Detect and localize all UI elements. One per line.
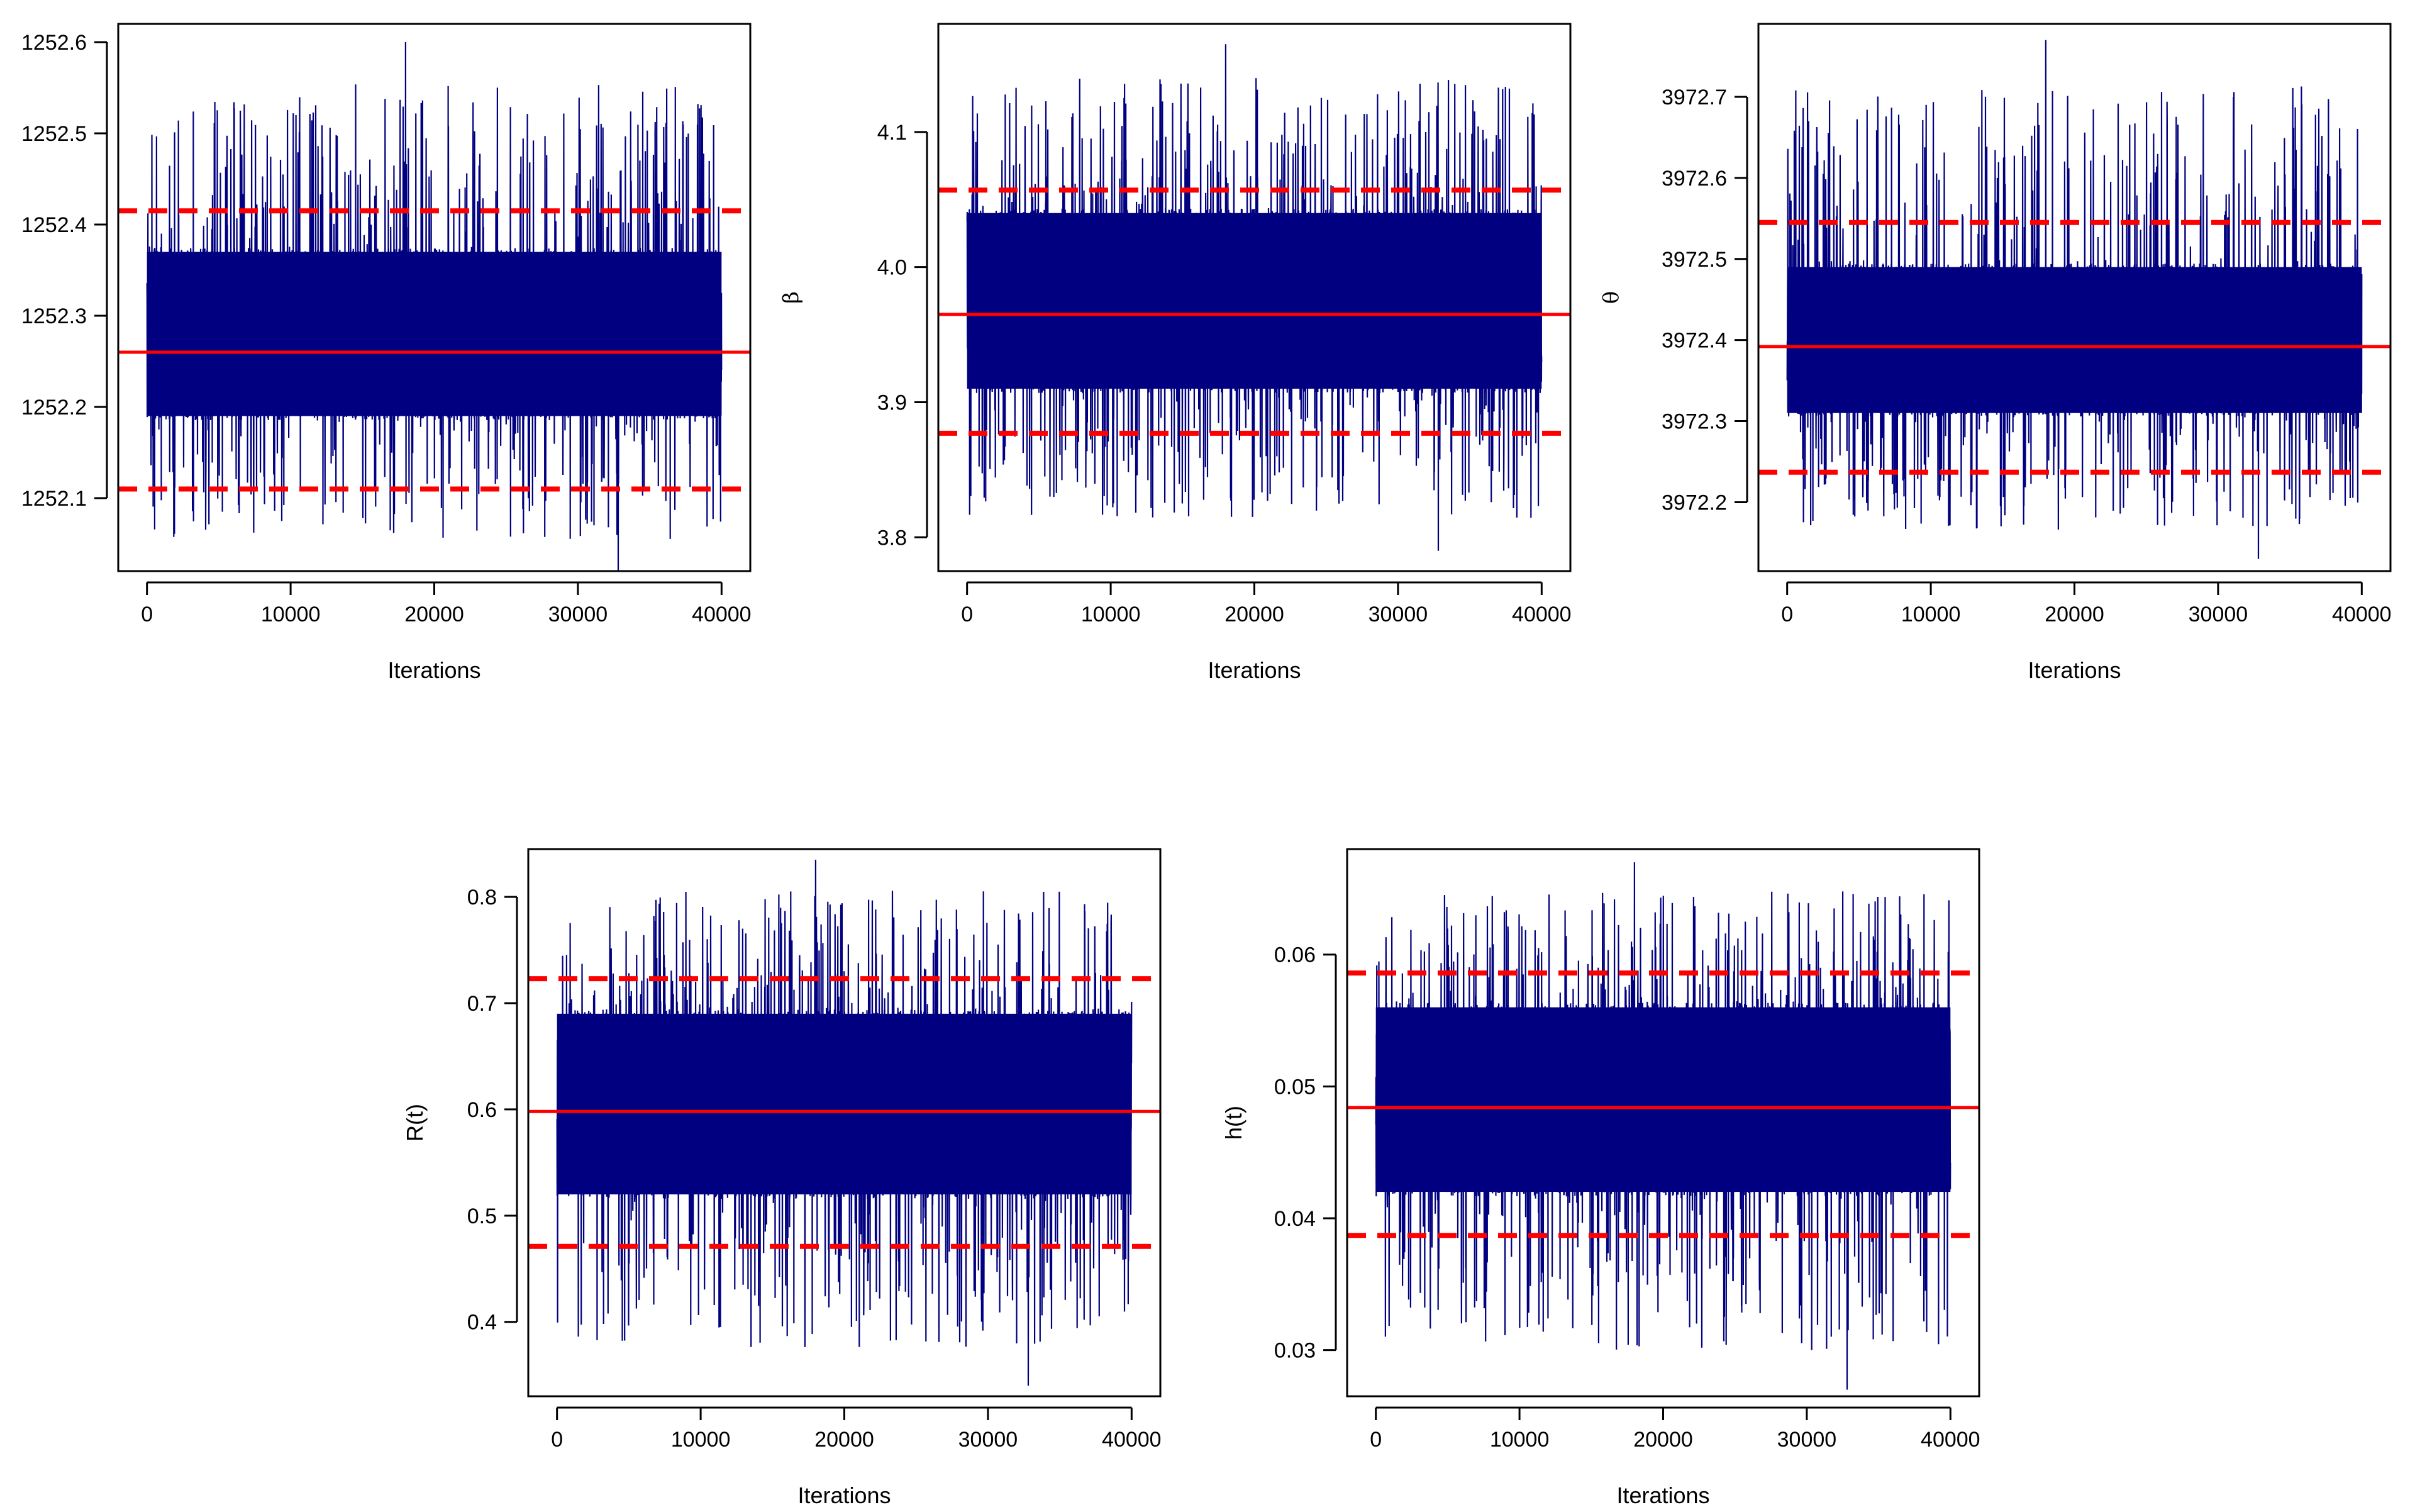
theta-trace-y-tick-label: 3972.7	[1662, 86, 1727, 109]
beta-trace-x-tick-label: 40000	[1512, 603, 1572, 626]
hazard-trace-x-tick-label: 30000	[1777, 1428, 1837, 1452]
hazard-trace-x-axis-label: Iterations	[1616, 1482, 1709, 1508]
theta-trace-panel: 0 10000 20000 30000 40000 Iterations 3972.2 397…	[1599, 23, 2392, 683]
theta-trace-y-tick-label: 3972.5	[1662, 248, 1727, 272]
reliability-trace-x-tick-label: 30000	[958, 1428, 1018, 1452]
alpha-trace-frame	[117, 23, 752, 572]
theta-trace-trace-line	[1786, 40, 2363, 559]
theta-trace-y-tick-label: 3972.3	[1662, 410, 1727, 434]
theta-trace-x-tick-label: 20000	[2045, 603, 2104, 626]
beta-trace-y-axis-label: β	[779, 291, 804, 304]
reliability-trace-panel: 0 10000 20000 30000 40000 Iterations 0.4 0.5 0.6…	[402, 848, 1162, 1508]
hazard-trace-frame	[1346, 848, 1980, 1398]
beta-trace-x-tick-label: 30000	[1368, 603, 1428, 626]
beta-trace-frame	[937, 23, 1572, 572]
reliability-trace-y-tick-label: 0.4	[467, 1311, 497, 1335]
beta-trace-panel: 0 10000 20000 30000 40000 Iterations 3.8 3.9 4.0…	[779, 23, 1572, 683]
hazard-trace-y-tick-label: 0.05	[1274, 1075, 1316, 1099]
reliability-trace-y-axis-label: R(t)	[402, 1104, 428, 1142]
alpha-trace-trace-line	[146, 42, 723, 571]
hazard-trace-x-tick-label: 10000	[1490, 1428, 1550, 1452]
alpha-trace-x-axis-label: Iterations	[387, 657, 480, 683]
hazard-trace-x-tick-label: 40000	[1921, 1428, 1980, 1452]
hazard-trace-y-axis-label: h(t)	[1221, 1106, 1246, 1140]
alpha-trace-x-tick-label: 40000	[692, 603, 752, 626]
reliability-trace-y-tick-label: 0.8	[467, 886, 497, 909]
hazard-trace-x-tick-label: 20000	[1633, 1428, 1693, 1452]
theta-trace-y-tick-label: 3972.4	[1662, 329, 1727, 353]
alpha-trace-panel: 0 10000 20000 30000 40000 Iterations 1252.1 125…	[21, 23, 752, 683]
alpha-trace-y-tick-label: 1252.1	[21, 487, 87, 511]
beta-trace-x-axis-label: Iterations	[1208, 657, 1301, 683]
theta-trace-x-axis-label: Iterations	[2028, 657, 2121, 683]
reliability-trace-x-tick-label: 20000	[814, 1428, 874, 1452]
reliability-trace-frame	[527, 848, 1162, 1398]
alpha-trace-x-tick-label: 30000	[548, 603, 608, 626]
beta-trace-y-tick-label: 3.9	[877, 391, 907, 414]
alpha-trace-y-tick-label: 1252.2	[21, 396, 87, 420]
theta-trace-frame	[1757, 23, 2392, 572]
theta-trace-x-tick-label: 30000	[2189, 603, 2248, 626]
alpha-trace-x-tick-label: 20000	[404, 603, 464, 626]
theta-trace-x-tick-label: 0	[1781, 603, 1793, 626]
hazard-trace-trace-line	[1375, 862, 1951, 1390]
alpha-trace-x-tick-label: 10000	[261, 603, 321, 626]
alpha-trace-y-tick-label: 1252.6	[21, 31, 87, 55]
beta-trace-x-tick-label: 0	[961, 603, 973, 626]
hazard-trace-y-tick-label: 0.06	[1274, 943, 1316, 967]
beta-trace-y-tick-label: 3.8	[877, 526, 907, 550]
hazard-trace-y-tick-label: 0.04	[1274, 1207, 1316, 1231]
beta-trace-y-tick-label: 4.0	[877, 256, 907, 280]
beta-trace-x-tick-label: 20000	[1224, 603, 1284, 626]
reliability-trace-y-tick-label: 0.5	[467, 1204, 497, 1228]
reliability-trace-x-axis-label: Iterations	[797, 1482, 891, 1508]
beta-trace-trace-line	[966, 44, 1543, 551]
alpha-trace-x-tick-label: 0	[141, 603, 153, 626]
reliability-trace-x-tick-label: 10000	[671, 1428, 731, 1452]
reliability-trace-x-tick-label: 40000	[1102, 1428, 1162, 1452]
reliability-trace-x-tick-label: 0	[551, 1428, 563, 1452]
beta-trace-y-tick-label: 4.1	[877, 121, 907, 145]
theta-trace-y-tick-label: 3972.2	[1662, 491, 1727, 514]
alpha-trace-y-tick-label: 1252.5	[21, 122, 87, 146]
alpha-trace-y-tick-label: 1252.3	[21, 304, 87, 328]
reliability-trace-y-tick-label: 0.6	[467, 1098, 497, 1122]
alpha-trace-y-tick-label: 1252.4	[21, 213, 87, 237]
theta-trace-y-axis-label: θ	[1599, 291, 1624, 304]
hazard-trace-y-tick-label: 0.03	[1274, 1339, 1316, 1363]
beta-trace-x-tick-label: 10000	[1081, 603, 1141, 626]
reliability-trace-y-tick-label: 0.7	[467, 992, 497, 1016]
hazard-trace-panel: 0 10000 20000 30000 40000 Iterations 0.03 0.04 0…	[1221, 848, 1980, 1508]
theta-trace-x-tick-label: 10000	[1901, 603, 1961, 626]
hazard-trace-x-tick-label: 0	[1370, 1428, 1382, 1452]
theta-trace-x-tick-label: 40000	[2332, 603, 2392, 626]
theta-trace-y-tick-label: 3972.6	[1662, 167, 1727, 191]
